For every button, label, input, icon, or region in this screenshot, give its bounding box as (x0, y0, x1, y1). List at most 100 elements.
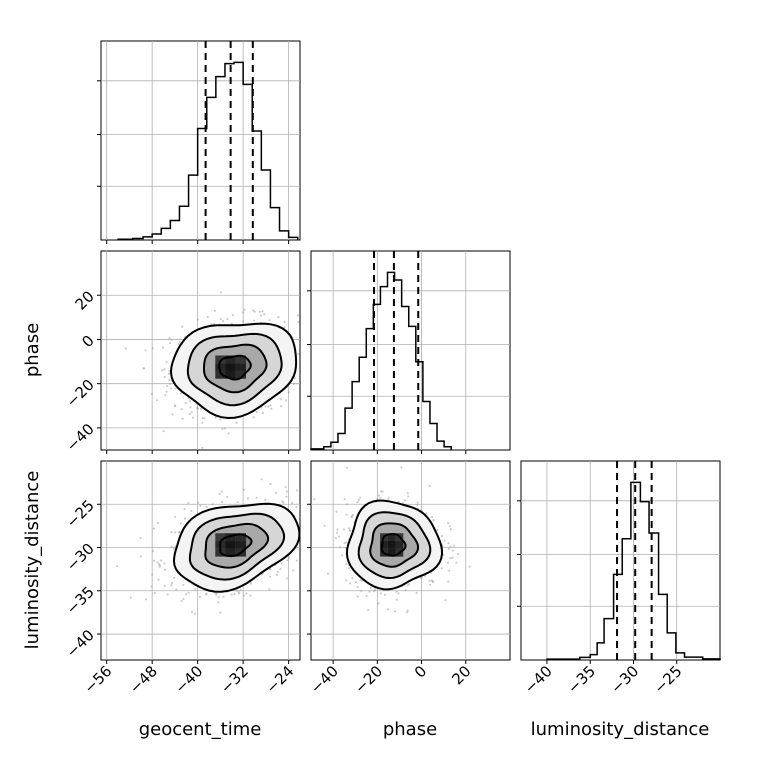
sample-point (428, 583, 432, 587)
sample-point (468, 565, 471, 568)
sample-point (249, 594, 252, 597)
sample-point (448, 525, 452, 528)
density-cell (387, 533, 396, 542)
sample-point (307, 352, 309, 354)
sample-point (404, 589, 407, 592)
panel-content (116, 478, 306, 615)
sample-point (301, 542, 303, 544)
sample-point (452, 544, 455, 547)
hist-geocent_time-frame (100, 40, 301, 241)
sample-point (252, 416, 255, 419)
sample-point (210, 323, 213, 326)
sample-point (447, 521, 450, 525)
contour-line (357, 511, 432, 580)
density-cell (380, 541, 388, 549)
sample-point (142, 367, 145, 370)
sample-point (280, 562, 283, 565)
sample-point (298, 342, 300, 345)
y-tick-label: −30 (63, 540, 98, 575)
sample-point (190, 610, 193, 614)
sample-point (406, 492, 409, 495)
sample-point (313, 498, 316, 501)
sample-point (260, 478, 263, 481)
sample-point (292, 569, 295, 572)
sample-point (397, 592, 400, 595)
sample-point (219, 418, 222, 421)
sample-point (440, 567, 443, 570)
sample-point (156, 399, 159, 402)
sample-point (166, 385, 169, 388)
sample-point (345, 513, 348, 516)
sample-point (170, 531, 173, 534)
x-tick-label: −40 (171, 662, 206, 697)
sample-point (348, 527, 351, 530)
sample-point (301, 551, 303, 553)
sample-point (201, 421, 204, 424)
sample-point (356, 586, 359, 589)
sample-point (451, 556, 454, 559)
sample-point (152, 527, 155, 530)
sample-point (243, 308, 246, 311)
sample-point (227, 432, 230, 435)
sample-point (345, 541, 348, 544)
sample-point (299, 374, 300, 376)
sample-point (345, 503, 349, 506)
sample-point (335, 510, 338, 513)
sample-point (219, 611, 222, 614)
sample-point (279, 567, 282, 571)
sample-point (259, 314, 262, 317)
sample-point (287, 391, 290, 394)
sample-point (270, 407, 273, 410)
sample-point (291, 501, 294, 505)
contour-line (203, 343, 268, 394)
sample-point (151, 347, 154, 350)
sample-point (201, 446, 204, 449)
sample-point (167, 372, 170, 375)
sample-point (349, 529, 352, 532)
sample-point (387, 496, 390, 499)
sample-point (307, 350, 309, 352)
sample-point (170, 546, 173, 549)
sample-point (157, 563, 161, 566)
sample-point (161, 346, 164, 349)
sample-point (180, 408, 183, 411)
sample-point (269, 482, 272, 485)
sample-point (345, 579, 348, 582)
sample-point (379, 497, 382, 500)
sample-point (367, 608, 370, 612)
contour-line (169, 322, 298, 420)
sample-point (351, 577, 354, 580)
sample-point (295, 506, 298, 509)
sample-point (144, 349, 147, 352)
sample-point (195, 406, 198, 409)
sample-point (308, 358, 310, 360)
sample-point (449, 528, 452, 531)
sample-point (189, 406, 192, 409)
sample-point (447, 547, 450, 551)
x-tick-label: −30 (607, 662, 642, 697)
x-tick-label: −32 (217, 662, 252, 697)
sample-point (215, 592, 218, 595)
contour-line (172, 502, 300, 593)
sample-point (377, 494, 380, 497)
sample-point (168, 379, 171, 382)
sample-point (393, 610, 397, 613)
density-cell (235, 533, 246, 542)
sample-point (443, 539, 446, 542)
sample-point (150, 585, 153, 588)
sample-point (201, 417, 204, 420)
sample-point (174, 387, 177, 390)
sample-point (217, 601, 220, 604)
sample-point (304, 538, 306, 540)
sample-point (268, 319, 271, 322)
sample-point (279, 398, 282, 401)
sample-point (304, 370, 306, 372)
sample-point (449, 557, 452, 560)
sample-point (235, 421, 238, 424)
sample-point (196, 318, 199, 321)
x-tick-label: 20 (448, 662, 474, 688)
sample-point (169, 382, 172, 386)
sample-point (365, 595, 368, 598)
x-tick-label: −24 (262, 662, 297, 697)
